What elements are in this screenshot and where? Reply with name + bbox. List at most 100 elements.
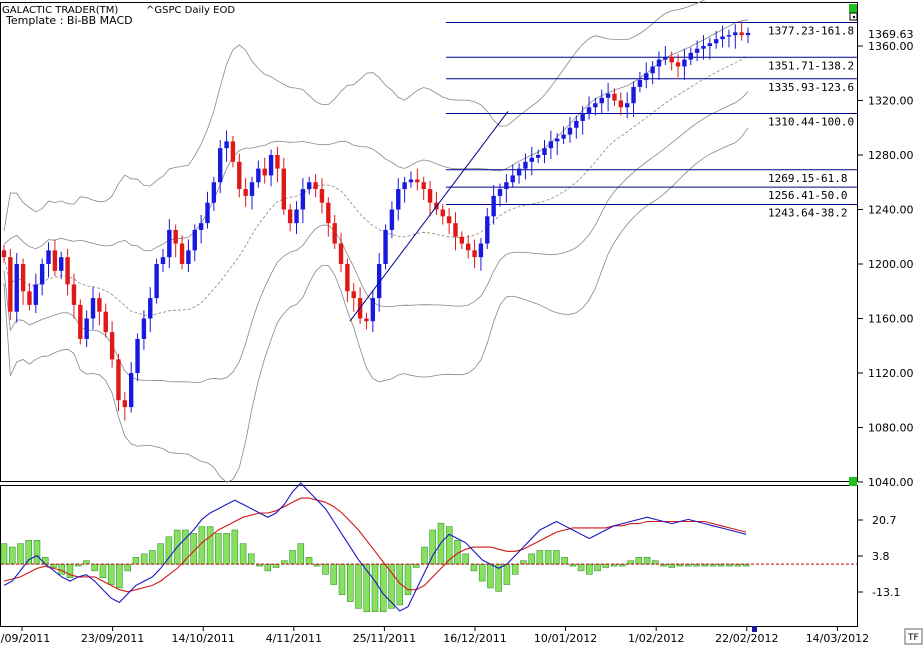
scroll-marker-top[interactable] bbox=[849, 4, 857, 13]
candle-body bbox=[345, 264, 350, 292]
candle-body bbox=[523, 161, 528, 169]
macd-hist-bar bbox=[347, 563, 354, 602]
macd-hist-bar bbox=[256, 563, 263, 567]
macd-hist-bar bbox=[635, 557, 643, 565]
macd-hist-bar bbox=[305, 557, 313, 565]
macd-hist-bar bbox=[231, 529, 239, 565]
fib-label: 1377.23-161.8 bbox=[768, 25, 854, 38]
price-tick-label: 1240.00 bbox=[868, 204, 914, 217]
macd-hist-bar bbox=[297, 543, 305, 565]
scroll-marker-bottom[interactable] bbox=[849, 477, 857, 486]
candle-body bbox=[408, 179, 414, 183]
macd-hist-bar bbox=[652, 560, 659, 565]
candle-body bbox=[218, 148, 223, 183]
candle-body bbox=[198, 223, 204, 230]
macd-hist-bar bbox=[528, 553, 535, 565]
price-panel[interactable] bbox=[0, 2, 858, 482]
macd-tick-label: -13.1 bbox=[872, 586, 900, 599]
macd-hist-bar bbox=[272, 563, 280, 568]
macd-hist-bar bbox=[577, 563, 585, 572]
macd-hist-bar bbox=[264, 563, 272, 572]
candle-body bbox=[720, 36, 725, 40]
candle-body bbox=[249, 182, 255, 196]
macd-hist-bar bbox=[412, 563, 420, 568]
macd-hist-bar bbox=[206, 526, 214, 565]
candle-body bbox=[294, 209, 299, 224]
macd-hist-bar bbox=[17, 543, 24, 565]
timeframe-button[interactable] bbox=[904, 628, 923, 645]
price-tick-label: 1200.00 bbox=[868, 258, 914, 271]
candle-body bbox=[605, 93, 611, 98]
fib-label: 1243.64-38.2 bbox=[768, 207, 847, 220]
macd-hist-bar bbox=[140, 553, 148, 565]
macd-hist-bar bbox=[355, 563, 362, 609]
macd-hist-bar bbox=[223, 533, 230, 565]
macd-hist-bar bbox=[462, 553, 469, 565]
macd-axis: 20.7 3.8 -13.1 bbox=[1, 514, 900, 599]
macd-hist-bar bbox=[182, 529, 189, 565]
candle-body bbox=[27, 291, 32, 305]
macd-hist-bar bbox=[132, 557, 140, 565]
header-symbol: ^GSPC Daily EOD bbox=[146, 5, 235, 16]
candle-body bbox=[561, 134, 566, 139]
candle-body bbox=[726, 35, 732, 37]
candle-body bbox=[237, 161, 242, 190]
candle-body bbox=[733, 32, 738, 36]
candle-body bbox=[427, 189, 433, 203]
candle-body bbox=[504, 182, 509, 190]
candle-body bbox=[707, 43, 713, 46]
candle-body bbox=[154, 264, 159, 299]
candle-body bbox=[586, 107, 592, 115]
candle-body bbox=[307, 182, 312, 190]
candle-body bbox=[135, 338, 140, 373]
candle-body bbox=[669, 56, 674, 63]
candlesticks bbox=[1, 21, 751, 421]
candle-body bbox=[656, 59, 662, 67]
date-tick-label: 23/09/2011 bbox=[81, 632, 144, 645]
macd-hist-bar bbox=[338, 563, 346, 596]
macd-hist-bar bbox=[487, 563, 494, 589]
macd-hist-bar bbox=[215, 533, 222, 565]
trend-line bbox=[349, 111, 509, 322]
candle-body bbox=[542, 148, 547, 155]
macd-hist-bar bbox=[503, 563, 511, 585]
candle-body bbox=[14, 264, 19, 312]
candle-body bbox=[97, 298, 102, 312]
candle-body bbox=[376, 264, 382, 299]
candle-body bbox=[593, 103, 598, 108]
candle-body bbox=[90, 298, 96, 319]
band-inner-upper bbox=[3, 19, 749, 252]
macd-hist-bar bbox=[520, 560, 527, 565]
candle-body bbox=[472, 250, 477, 258]
candle-body bbox=[739, 32, 744, 36]
candle-body bbox=[319, 189, 325, 203]
macd-hist-bar bbox=[668, 563, 676, 568]
macd-hist-bar bbox=[322, 563, 329, 575]
candle-body bbox=[224, 141, 229, 149]
macd-hist-bar bbox=[676, 563, 684, 567]
macd-hist-bar bbox=[421, 546, 428, 565]
candle-body bbox=[59, 257, 64, 271]
candle-body bbox=[148, 298, 153, 319]
candle-body bbox=[262, 168, 267, 176]
candle-body bbox=[326, 202, 331, 224]
candle-body bbox=[624, 103, 630, 108]
candle-body bbox=[663, 56, 668, 60]
candle-body bbox=[618, 100, 624, 108]
candle-body bbox=[103, 311, 108, 333]
macd-lines bbox=[3, 482, 747, 612]
candle-body bbox=[287, 209, 293, 224]
candle-body bbox=[396, 189, 401, 210]
macd-hist-bar bbox=[58, 563, 65, 575]
macd-hist-bar bbox=[643, 557, 651, 565]
candle-body bbox=[440, 209, 445, 217]
date-tick-label: 14/03/2012 bbox=[806, 632, 869, 645]
macd-hist-bar bbox=[83, 560, 90, 565]
candle-body bbox=[466, 243, 471, 251]
fib-label: 1256.41-50.0 bbox=[768, 189, 847, 202]
macd-hist-bar bbox=[281, 560, 288, 565]
macd-panel[interactable] bbox=[0, 485, 858, 627]
candle-body bbox=[567, 127, 573, 135]
candle-body bbox=[52, 250, 58, 271]
candle-body bbox=[402, 182, 407, 190]
